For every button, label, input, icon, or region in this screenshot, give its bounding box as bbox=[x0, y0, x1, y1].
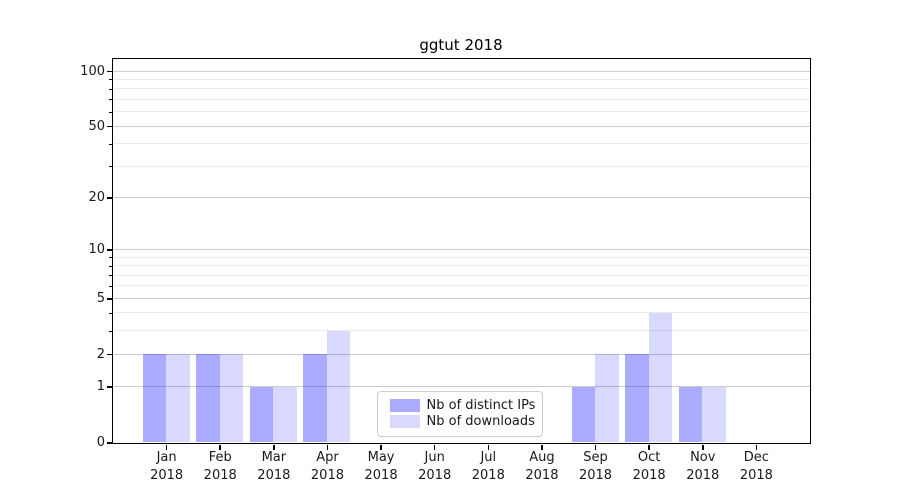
y-tick-mark bbox=[106, 386, 112, 388]
x-tick-label: Sep 2018 bbox=[578, 450, 613, 483]
gridline-major bbox=[112, 297, 810, 299]
x-tick-mark bbox=[219, 444, 221, 450]
gridline-minor bbox=[112, 88, 810, 90]
y-tick-mark bbox=[106, 249, 112, 251]
plot-area: Nb of distinct IPs Nb of downloads bbox=[111, 57, 811, 444]
x-tick-label: Feb 2018 bbox=[203, 450, 237, 483]
bar-downloads-nov bbox=[702, 386, 726, 443]
x-tick-label: Jun 2018 bbox=[418, 450, 452, 483]
y-minor-tick-mark bbox=[108, 143, 112, 145]
x-tick-label: Dec 2018 bbox=[739, 450, 773, 483]
gridline-minor bbox=[112, 274, 810, 276]
x-tick-label: Oct 2018 bbox=[632, 450, 666, 483]
y-tick-mark bbox=[106, 125, 112, 128]
gridline-major bbox=[112, 125, 810, 127]
plot-canvas bbox=[112, 59, 810, 443]
x-tick-label: May 2018 bbox=[364, 450, 398, 483]
gridline-minor bbox=[112, 143, 810, 145]
gridline-major bbox=[112, 70, 810, 72]
bar-downloads-sep bbox=[595, 354, 619, 443]
y-tick-label: 5 bbox=[96, 290, 105, 306]
x-tick-mark bbox=[273, 444, 275, 450]
legend-item-distinct-ips: Nb of distinct IPs bbox=[389, 398, 536, 414]
legend-item-downloads: Nb of downloads bbox=[389, 414, 535, 430]
chart-title: ggtut 2018 bbox=[419, 36, 503, 54]
y-tick-label: 20 bbox=[88, 189, 105, 205]
gridline-minor bbox=[112, 330, 810, 332]
gridline-major bbox=[112, 248, 810, 250]
bar-distinct-ips-jan bbox=[142, 354, 167, 443]
x-tick-label: Jul 2018 bbox=[471, 450, 505, 483]
x-tick-label: Aug 2018 bbox=[525, 450, 559, 483]
x-tick-mark bbox=[165, 444, 168, 450]
x-tick-mark bbox=[594, 444, 597, 450]
y-tick-label: 1 bbox=[96, 379, 105, 395]
y-tick-label: 0 bbox=[96, 435, 105, 450]
x-tick-label: Apr 2018 bbox=[310, 450, 344, 483]
y-minor-tick-mark bbox=[108, 285, 112, 287]
gridline-major bbox=[112, 196, 810, 198]
bar-distinct-ips-mar bbox=[249, 386, 274, 443]
bar-downloads-apr bbox=[326, 330, 351, 443]
y-minor-tick-mark bbox=[108, 312, 112, 314]
legend-swatch-distinct-ips bbox=[389, 399, 420, 412]
x-tick-mark bbox=[541, 444, 543, 450]
y-tick-mark bbox=[106, 442, 112, 444]
gridline-minor bbox=[112, 98, 810, 100]
x-tick-mark bbox=[326, 444, 329, 450]
y-minor-tick-mark bbox=[108, 330, 112, 332]
bar-distinct-ips-oct bbox=[625, 354, 649, 443]
x-tick-mark bbox=[433, 444, 436, 450]
gridline-minor bbox=[112, 256, 810, 258]
y-minor-tick-mark bbox=[108, 88, 112, 90]
bar-downloads-mar bbox=[273, 386, 297, 443]
legend-label: Nb of distinct IPs bbox=[426, 398, 536, 413]
gridline-minor bbox=[112, 265, 810, 267]
y-minor-tick-mark bbox=[108, 99, 112, 101]
x-tick-label: Jan 2018 bbox=[150, 450, 184, 483]
bar-downloads-feb bbox=[219, 354, 244, 443]
x-tick-mark bbox=[702, 444, 704, 450]
x-tick-mark bbox=[648, 444, 650, 450]
x-tick-mark bbox=[380, 444, 382, 450]
x-tick-mark bbox=[487, 444, 490, 450]
y-minor-tick-mark bbox=[108, 257, 112, 259]
bar-distinct-ips-apr bbox=[303, 354, 327, 443]
y-tick-label: 50 bbox=[88, 118, 105, 134]
y-tick-label: 100 bbox=[80, 63, 105, 79]
x-tick-label: Mar 2018 bbox=[257, 450, 291, 483]
gridline-minor bbox=[112, 165, 810, 167]
y-minor-tick-mark bbox=[108, 265, 112, 267]
gridline-minor bbox=[112, 312, 810, 314]
x-tick-mark bbox=[755, 444, 758, 450]
legend: Nb of distinct IPs Nb of downloads bbox=[376, 390, 543, 437]
y-minor-tick-mark bbox=[108, 79, 112, 81]
bar-downloads-oct bbox=[648, 312, 673, 443]
x-tick-label: Nov 2018 bbox=[686, 450, 720, 483]
y-minor-tick-mark bbox=[108, 111, 112, 113]
y-tick-mark bbox=[106, 70, 112, 73]
gridline-minor bbox=[112, 285, 810, 287]
gridline-major bbox=[112, 353, 810, 355]
y-tick-mark bbox=[106, 298, 112, 300]
bar-distinct-ips-sep bbox=[571, 386, 596, 443]
gridline-major bbox=[112, 386, 810, 388]
legend-label: Nb of downloads bbox=[426, 414, 535, 429]
gridline-minor bbox=[112, 111, 810, 113]
y-tick-label: 10 bbox=[88, 241, 105, 257]
legend-swatch-downloads bbox=[389, 415, 420, 428]
bar-downloads-jan bbox=[166, 354, 190, 443]
bar-distinct-ips-nov bbox=[678, 386, 703, 443]
bar-distinct-ips-feb bbox=[196, 354, 220, 443]
y-tick-label: 2 bbox=[96, 346, 105, 362]
y-minor-tick-mark bbox=[108, 275, 112, 277]
y-minor-tick-mark bbox=[108, 166, 112, 168]
y-tick-mark bbox=[106, 353, 112, 356]
y-tick-mark bbox=[106, 197, 112, 199]
gridline-minor bbox=[112, 78, 810, 80]
